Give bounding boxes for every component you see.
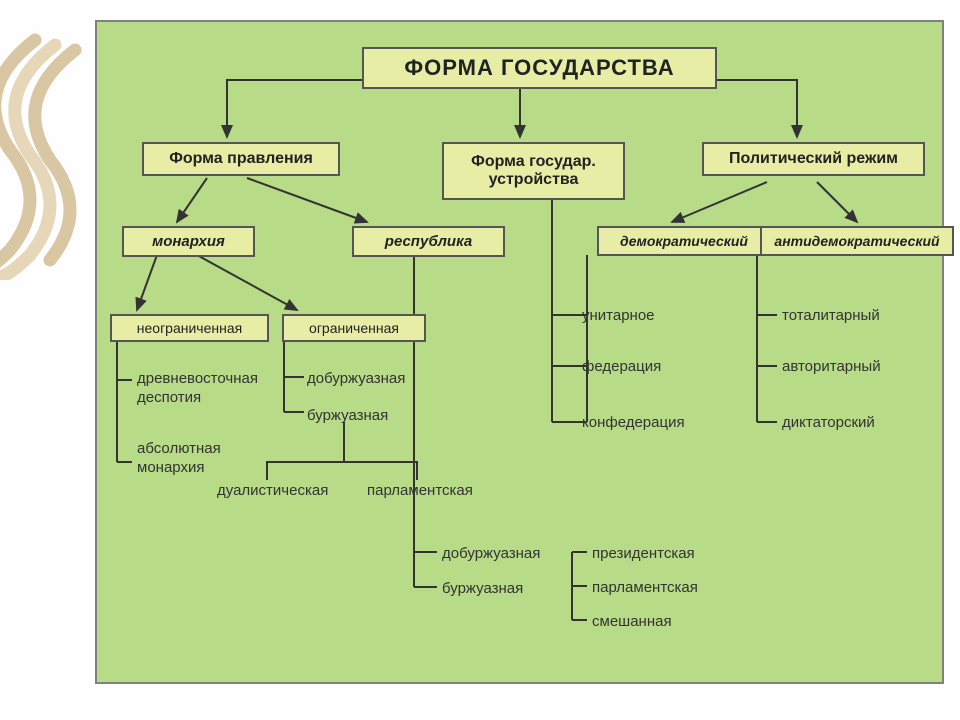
label: демократический bbox=[620, 233, 748, 249]
label: ограниченная bbox=[309, 320, 399, 336]
leaf-federation: федерация bbox=[582, 358, 661, 375]
leaf-rep-prebourgeois: добуржуазная bbox=[442, 545, 540, 562]
box-political-regime: Политический режим bbox=[702, 142, 925, 176]
box-democratic: демократический bbox=[597, 226, 771, 256]
leaf-mixed: смешанная bbox=[592, 613, 672, 630]
label: неограниченная bbox=[137, 320, 242, 336]
box-unlimited: неограниченная bbox=[110, 314, 269, 342]
leaf-authoritarian: авторитарный bbox=[782, 358, 881, 375]
label: Форма правления bbox=[169, 150, 313, 168]
leaf-prebourgeois: добуржуазная bbox=[307, 370, 405, 387]
leaf-dictatorial: диктаторский bbox=[782, 414, 875, 431]
leaf-parliamentary: парламентская bbox=[367, 482, 473, 499]
leaf-absolute-1: абсолютная bbox=[137, 440, 221, 457]
leaf-oriental-despotism-2: деспотия bbox=[137, 389, 201, 406]
box-government-form: Форма правления bbox=[142, 142, 340, 176]
label: Политический режим bbox=[729, 150, 898, 168]
leaf-dualistic: дуалистическая bbox=[217, 482, 328, 499]
label: республика bbox=[385, 233, 472, 250]
leaf-oriental-despotism-1: древневосточная bbox=[137, 370, 258, 387]
leaf-confederation: конфедерация bbox=[582, 414, 685, 431]
label: монархия bbox=[152, 233, 225, 250]
leaf-unitary: унитарное bbox=[582, 307, 655, 324]
title-box: ФОРМА ГОСУДАРСТВА bbox=[362, 47, 717, 89]
leaf-rep-parliamentary: парламентская bbox=[592, 579, 698, 596]
leaf-totalitarian: тоталитарный bbox=[782, 307, 880, 324]
box-antidemocratic: антидемократический bbox=[760, 226, 954, 256]
label: антидемократический bbox=[774, 233, 939, 249]
box-limited: ограниченная bbox=[282, 314, 426, 342]
leaf-rep-bourgeois: буржуазная bbox=[442, 580, 523, 597]
leaf-bourgeois: буржуазная bbox=[307, 407, 388, 424]
title-text: ФОРМА ГОСУДАРСТВА bbox=[404, 55, 674, 81]
diagram-panel: ФОРМА ГОСУДАРСТВА Форма правления Форма … bbox=[95, 20, 944, 684]
leaf-absolute-2: монархия bbox=[137, 459, 204, 476]
box-republic: республика bbox=[352, 226, 505, 257]
leaf-presidential: президентская bbox=[592, 545, 695, 562]
box-state-structure: Форма государ. устройства bbox=[442, 142, 625, 200]
box-monarchy: монархия bbox=[122, 226, 255, 257]
label: Форма государ. устройства bbox=[471, 153, 596, 188]
